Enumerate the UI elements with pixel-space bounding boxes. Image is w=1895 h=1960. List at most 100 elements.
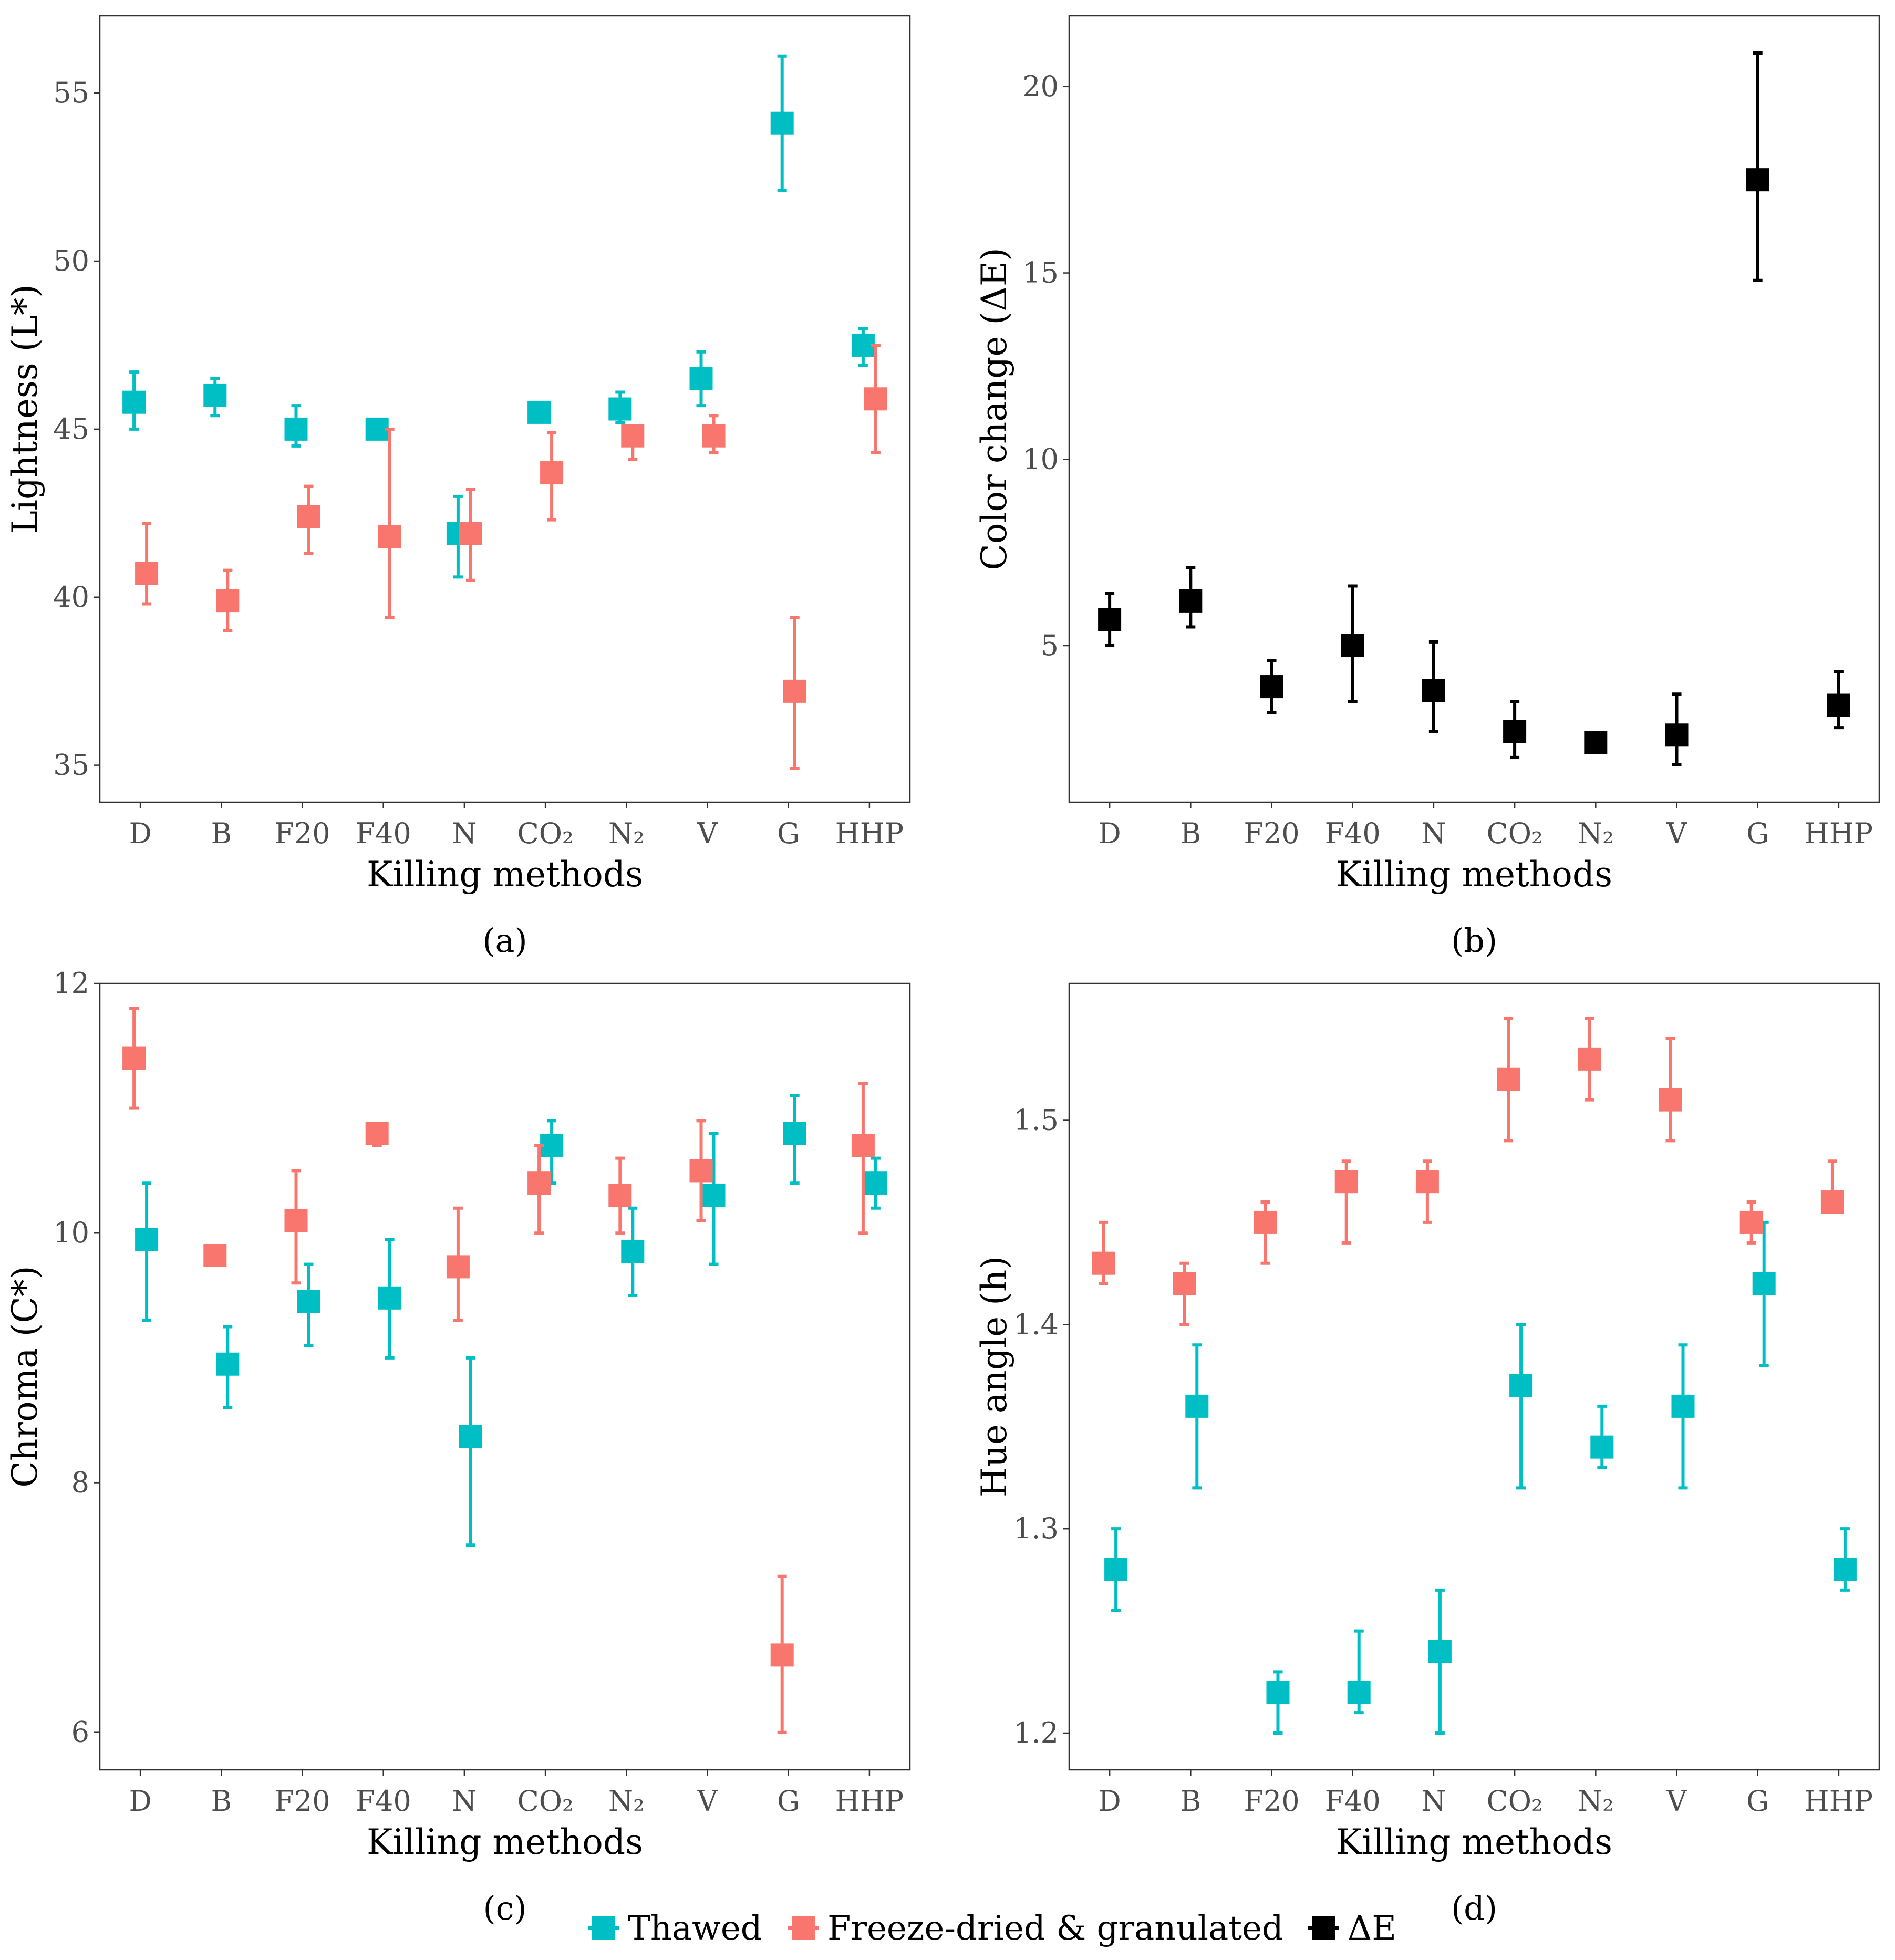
panel-c: 6 8 10 12 D B F20 F40 N CO₂ N₂ V G HHP Killing methods… — [5, 967, 911, 1927]
x-tick-label-n2: N₂ — [608, 817, 645, 850]
plot-frame — [1068, 15, 1880, 803]
panel-b: 5 10 15 20 D B F20 F40 N CO₂ N₂ V G HHP Killing method… — [974, 15, 1880, 960]
x-tick-label-n2: N₂ — [608, 1785, 645, 1818]
point-f20 — [1254, 1210, 1277, 1234]
x-tick-label-n: N — [452, 1785, 477, 1818]
point-g — [1739, 1210, 1763, 1234]
x-tick-label-co2: CO₂ — [517, 1785, 573, 1818]
legend-label: Freeze-dried & granulated — [827, 1909, 1283, 1948]
point-d — [135, 1228, 159, 1251]
point-co2 — [1509, 1374, 1533, 1397]
point-n — [459, 1425, 482, 1448]
point-f40 — [365, 1122, 389, 1145]
legend-label: ΔE — [1348, 1909, 1396, 1948]
point-g — [1752, 1272, 1776, 1295]
point-f40 — [1334, 1170, 1358, 1194]
series-freeze-dried-granulated — [122, 1007, 875, 1734]
point-n — [459, 522, 482, 545]
x-tick-label-f20: F20 — [1244, 817, 1299, 850]
point-g — [783, 679, 806, 703]
legend-key-square — [592, 1916, 615, 1940]
point-b — [1179, 589, 1203, 613]
x-tick-label-v: V — [697, 1785, 718, 1818]
x-tick-label-f40: F40 — [1325, 1785, 1381, 1818]
panel-letter: (c) — [483, 1889, 526, 1927]
x-tick-label-n: N — [452, 817, 477, 850]
point-n2 — [1584, 731, 1608, 754]
point-co2 — [527, 400, 551, 424]
y-tick-label: 45 — [53, 412, 89, 445]
x-tick-label-f40: F40 — [356, 1785, 411, 1818]
x-tick-label-g: G — [777, 1785, 800, 1818]
y-tick-label: 1.3 — [1013, 1512, 1059, 1545]
y-tick-label: 1.2 — [1013, 1716, 1059, 1749]
point-b — [1185, 1394, 1209, 1418]
x-tick-label-f40: F40 — [1325, 817, 1381, 850]
point-g — [770, 111, 794, 135]
x-tick-label-d: D — [1098, 1785, 1121, 1818]
point-v — [1671, 1394, 1695, 1418]
x-tick-label-n2: N₂ — [1578, 817, 1614, 850]
point-v — [702, 1184, 726, 1207]
panel-d: 1.2 1.3 1.4 1.5 D B F20 F40 N CO₂ N₂ V G HHP Killing m… — [974, 982, 1880, 1927]
x-tick-label-hhp: HHP — [835, 1785, 904, 1818]
x-tick-label-d: D — [129, 817, 151, 850]
point-d — [1104, 1558, 1128, 1581]
point-f20 — [284, 1209, 308, 1232]
point-v — [689, 1159, 713, 1183]
x-tick-label-v: V — [1666, 817, 1687, 850]
x-axis-label: Killing methods — [1336, 1822, 1612, 1862]
point-f40 — [1347, 1681, 1371, 1704]
legend-item-deltae: ΔE — [1308, 1909, 1396, 1948]
legend-item-thawed: Thawed — [588, 1909, 762, 1948]
point-f20 — [297, 505, 320, 528]
panel-letter: (a) — [482, 921, 527, 960]
x-tick-label-f20: F20 — [274, 817, 330, 850]
point-hhp — [851, 333, 875, 357]
plot-frame — [99, 15, 911, 803]
point-b — [216, 1352, 240, 1376]
series-freeze-dried-granulated — [1092, 1017, 1844, 1326]
point-n — [1415, 1170, 1439, 1194]
y-tick-label: 55 — [53, 76, 89, 109]
x-tick-label-d: D — [129, 1785, 151, 1818]
point-hhp — [1833, 1558, 1857, 1581]
x-tick-label-hhp: HHP — [1805, 817, 1873, 850]
x-tick-label-f40: F40 — [356, 817, 411, 850]
x-tick-label-f20: F20 — [274, 1785, 330, 1818]
y-tick-label: 1.4 — [1013, 1308, 1059, 1341]
point-n2 — [608, 397, 632, 421]
plot-frame — [1068, 982, 1880, 1771]
point-co2 — [540, 461, 564, 485]
y-axis-label: Lightness (L*) — [5, 284, 45, 534]
point-g — [770, 1643, 794, 1667]
x-tick-label-co2: CO₂ — [1486, 817, 1542, 850]
point-g — [1746, 168, 1769, 192]
point-f20 — [1260, 675, 1283, 699]
point-n — [1428, 1640, 1452, 1663]
point-d — [135, 562, 159, 585]
point-v — [702, 424, 726, 448]
point-b — [203, 383, 227, 407]
legend-item-freeze-dried-granulated: Freeze-dried & granulated — [788, 1909, 1283, 1948]
x-tick-label-b: B — [211, 1785, 232, 1818]
x-tick-label-b: B — [1180, 1785, 1201, 1818]
point-co2 — [1497, 1067, 1520, 1091]
y-axis-label: Chroma (C*) — [5, 1266, 45, 1487]
point-n2 — [1590, 1435, 1614, 1459]
point-v — [689, 367, 713, 390]
x-tick-label-d: D — [1098, 817, 1121, 850]
y-tick-label: 1.5 — [1013, 1104, 1059, 1137]
point-n — [446, 1255, 470, 1279]
series-deltae — [1098, 51, 1850, 767]
point-b — [216, 589, 240, 613]
x-tick-label-v: V — [1666, 1785, 1687, 1818]
point-hhp — [864, 1171, 887, 1195]
y-tick-label: 20 — [1022, 70, 1059, 103]
x-tick-label-co2: CO₂ — [517, 817, 573, 850]
point-f20 — [284, 417, 308, 441]
y-tick-label: 15 — [1022, 256, 1059, 289]
panel-letter: (d) — [1451, 1889, 1497, 1927]
x-tick-label-g: G — [777, 817, 800, 850]
panels-group: 35 40 45 50 55 D B F20 F40 N CO₂ N₂ V G HHP Killing met… — [5, 15, 1880, 1927]
